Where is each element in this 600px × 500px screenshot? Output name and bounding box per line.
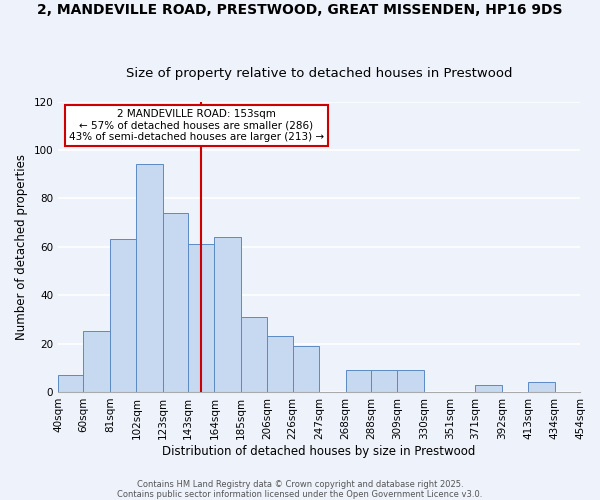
Bar bbox=[241, 317, 268, 392]
Text: 2 MANDEVILLE ROAD: 153sqm
← 57% of detached houses are smaller (286)
43% of semi: 2 MANDEVILLE ROAD: 153sqm ← 57% of detac… bbox=[69, 109, 324, 142]
Bar bbox=[346, 370, 371, 392]
Text: Contains HM Land Registry data © Crown copyright and database right 2025.
Contai: Contains HM Land Registry data © Crown c… bbox=[118, 480, 482, 499]
Bar bbox=[214, 237, 241, 392]
Y-axis label: Number of detached properties: Number of detached properties bbox=[15, 154, 28, 340]
X-axis label: Distribution of detached houses by size in Prestwood: Distribution of detached houses by size … bbox=[163, 444, 476, 458]
Bar bbox=[268, 336, 293, 392]
Bar bbox=[293, 346, 319, 392]
Bar bbox=[188, 244, 214, 392]
Bar bbox=[136, 164, 163, 392]
Bar bbox=[371, 370, 397, 392]
Bar bbox=[83, 332, 110, 392]
Bar bbox=[58, 375, 83, 392]
Title: Size of property relative to detached houses in Prestwood: Size of property relative to detached ho… bbox=[126, 66, 512, 80]
Bar bbox=[163, 213, 188, 392]
Bar bbox=[397, 370, 424, 392]
Text: 2, MANDEVILLE ROAD, PRESTWOOD, GREAT MISSENDEN, HP16 9DS: 2, MANDEVILLE ROAD, PRESTWOOD, GREAT MIS… bbox=[37, 2, 563, 16]
Bar bbox=[529, 382, 555, 392]
Bar bbox=[475, 384, 502, 392]
Bar bbox=[580, 390, 600, 392]
Bar bbox=[110, 240, 136, 392]
